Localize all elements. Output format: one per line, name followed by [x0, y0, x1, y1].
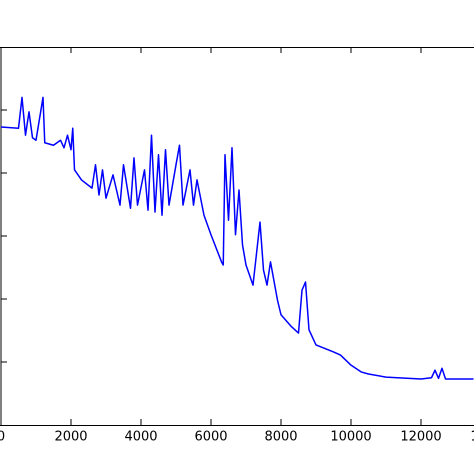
x-tick-label: 2000 — [54, 430, 87, 445]
x-tick-label: 6000 — [194, 430, 227, 445]
x-tick-label: 4000 — [124, 430, 157, 445]
data-line — [0, 96, 474, 380]
x-tick-label: 0 — [0, 430, 5, 445]
x-tick-label: 10000 — [330, 430, 371, 445]
x-tick-label: 14000 — [470, 430, 474, 445]
x-tick-label: 12000 — [400, 430, 441, 445]
x-tick-label: 8000 — [264, 430, 297, 445]
